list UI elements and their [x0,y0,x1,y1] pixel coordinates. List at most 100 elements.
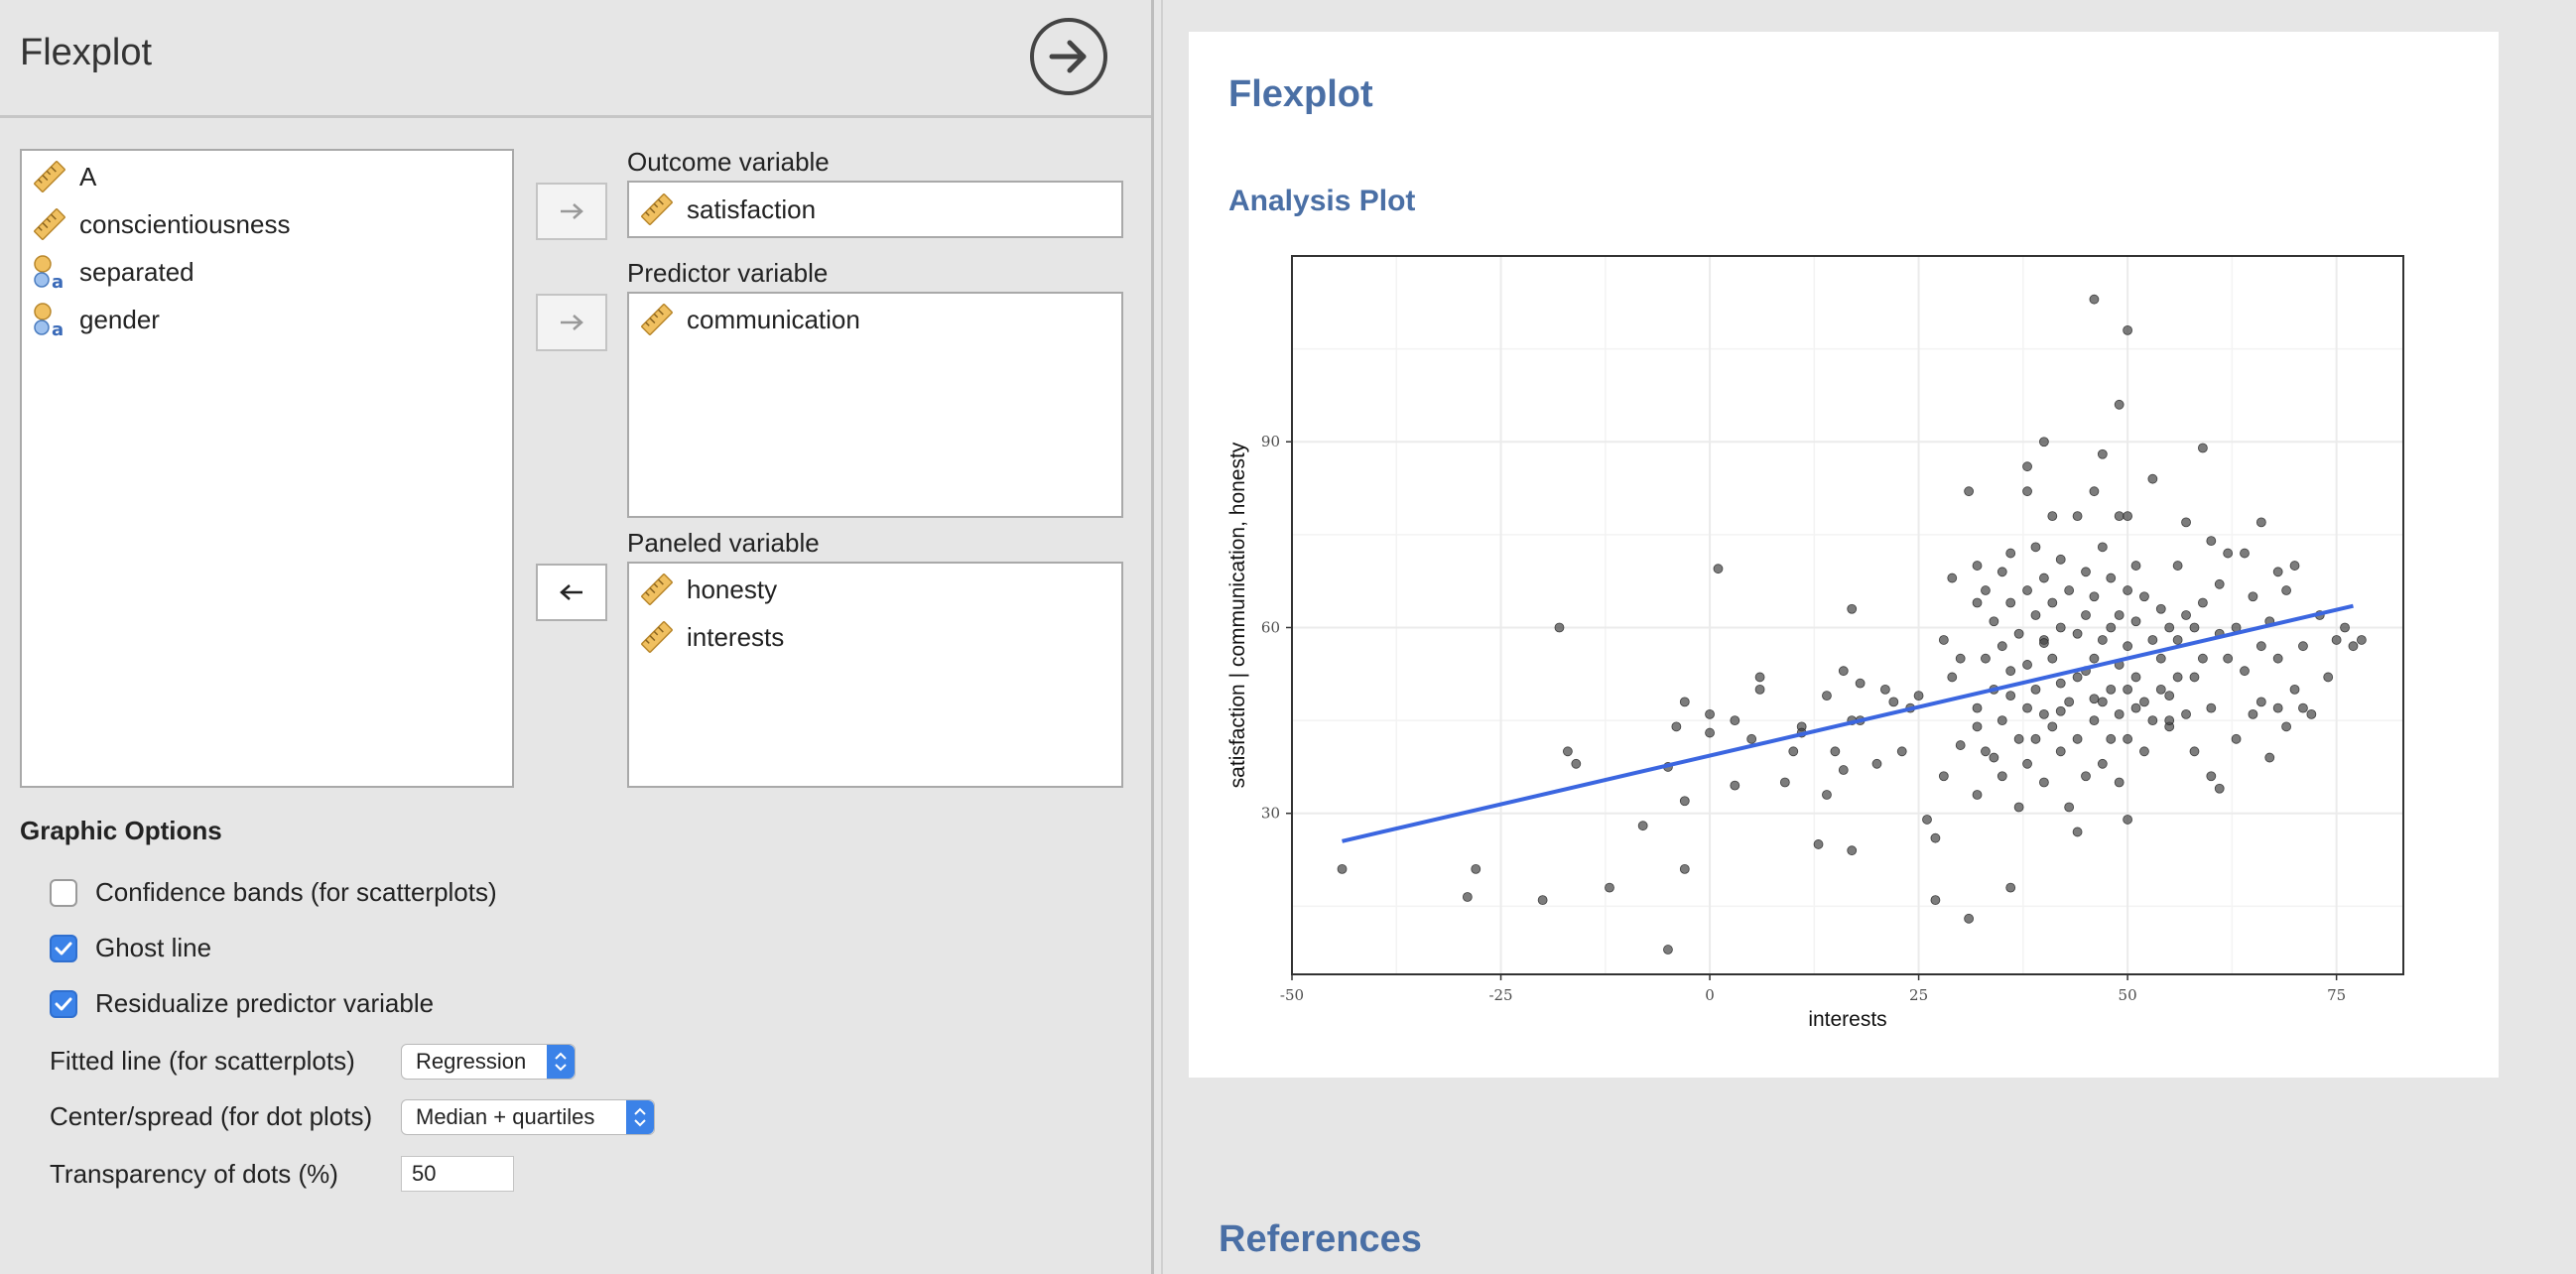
data-point [2298,641,2308,652]
data-point [2097,758,2108,769]
checkmark-icon [55,942,72,955]
paneled-variable-box[interactable]: honesty interests [627,562,1123,788]
data-point [2240,666,2250,677]
data-point [2055,622,2066,633]
data-point [2255,641,2266,652]
data-point [2038,437,2049,447]
fitted-line-select[interactable]: Regression [401,1044,576,1080]
list-item-variable[interactable]: communication [639,300,860,339]
ghost-line-option[interactable]: Ghost line [50,933,211,963]
data-point [1830,746,1841,757]
data-point [2130,616,2141,627]
data-point [2022,461,2032,472]
pane-splitter[interactable] [1151,0,1154,1274]
scale-ruler-icon [32,206,67,242]
data-point [2264,752,2275,763]
data-point [1537,895,1548,906]
outcome-variable-box[interactable]: satisfaction [627,181,1123,238]
arrow-right-icon [561,203,583,219]
y-tick-label: 60 [1261,618,1280,636]
data-point [2072,628,2083,639]
center-spread-label: Center/spread (for dot plots) [50,1101,373,1131]
scale-ruler-icon [639,619,675,655]
run-analysis-button[interactable] [1030,18,1107,95]
data-point [2172,561,2183,571]
confidence-bands-checkbox[interactable] [50,878,77,907]
data-point [2130,561,2141,571]
data-point [1947,573,1958,583]
residualize-option[interactable]: Residualize predictor variable [50,988,434,1019]
data-point [2155,653,2166,664]
data-point [2281,721,2292,732]
variable-name: A [79,161,97,191]
data-point [2164,715,2175,726]
data-point [1972,790,1983,800]
move-from-paneled-button[interactable] [536,564,607,621]
data-point [2214,578,2225,589]
data-point [1713,564,1724,574]
data-point [2097,697,2108,707]
data-point [2114,777,2125,788]
list-item-variable[interactable]: a separated [32,252,194,293]
list-item-variable[interactable]: conscientiousness [32,204,290,244]
data-point [2130,672,2141,683]
data-point [2255,517,2266,528]
predictor-variable-box[interactable]: communication [627,292,1123,518]
data-point [2022,486,2032,497]
data-point [2097,448,2108,459]
data-point [2055,678,2066,689]
results-card: Flexplot Analysis Plot -50 -25 0 25 50 75 30 60… [1189,32,2499,1078]
data-point [2155,603,2166,614]
scatter-chart: -50 -25 0 25 50 75 30 60 90 interests satisfaction… [1226,255,2404,1031]
move-to-outcome-button[interactable] [536,183,607,240]
paneled-variable-label: Paneled variable [627,528,820,558]
data-point [1930,895,1941,906]
data-point [2206,702,2217,713]
confidence-bands-option[interactable]: Confidence bands (for scatterplots) [50,877,497,908]
data-point [1679,697,1690,707]
data-point [1471,863,1481,874]
list-item-variable[interactable]: honesty [639,570,777,609]
data-point [2005,597,2016,608]
data-point [2030,733,2041,744]
data-point [1847,603,1858,614]
data-point [1972,561,1983,571]
data-point [2248,708,2258,719]
transparency-input[interactable]: 50 [401,1156,514,1192]
data-point [2340,622,2350,633]
nominal-icon: a [32,302,67,340]
plot-border [1291,255,2404,975]
data-point [1679,796,1690,807]
pane-splitter-edge [1161,0,1163,1274]
data-point [2323,672,2334,683]
confidence-bands-label: Confidence bands (for scatterplots) [95,877,497,907]
ghost-line-checkbox[interactable] [50,934,77,962]
data-point [1838,765,1849,775]
data-point [2081,771,2091,782]
list-item-variable[interactable]: a gender [32,300,160,340]
move-to-predictor-button[interactable] [536,294,607,351]
list-item-variable[interactable]: interests [639,617,784,657]
data-point [2214,783,2225,794]
data-point [2272,702,2283,713]
data-point [2097,635,2108,645]
list-item-variable[interactable]: satisfaction [639,190,816,229]
center-spread-select[interactable]: Median + quartiles [401,1099,655,1135]
data-point [1730,780,1740,791]
panel-title: Flexplot [20,32,153,73]
residualize-label: Residualize predictor variable [95,988,435,1018]
data-point [1554,622,1565,633]
data-point [2123,324,2133,335]
data-point [1981,585,1991,595]
data-point [2013,628,2024,639]
data-point [1813,839,1824,849]
center-spread-value: Median + quartiles [416,1104,595,1129]
x-tick-label: 25 [1909,986,1928,1004]
available-variables-list[interactable]: A conscientiousness a separated a gender [20,149,514,788]
residualize-checkbox[interactable] [50,989,77,1018]
data-point [2022,702,2032,713]
results-title: Flexplot [1228,73,1373,115]
data-point [1896,746,1907,757]
list-item-variable[interactable]: A [32,157,96,196]
fitted-line-label: Fitted line (for scatterplots) [50,1046,355,1076]
